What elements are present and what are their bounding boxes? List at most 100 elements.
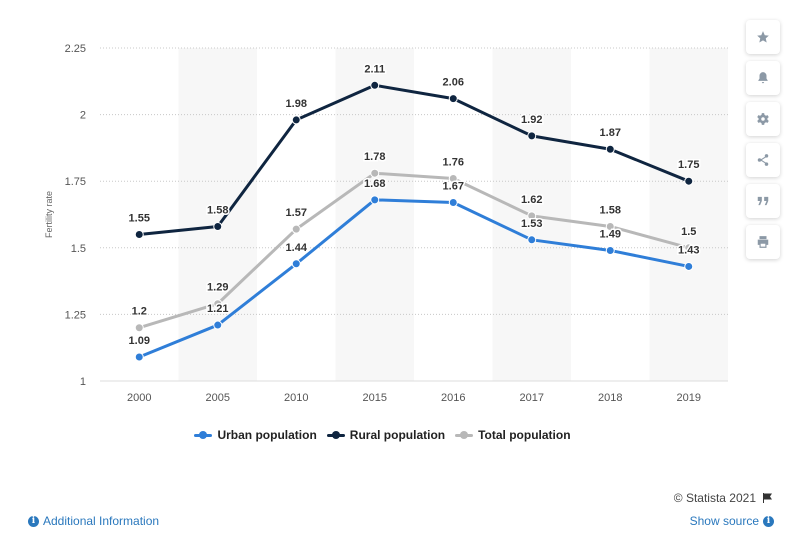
legend-swatch-rural (326, 430, 345, 439)
additional-information-label: Additional Information (43, 514, 160, 528)
data-label: 1.29 (207, 282, 228, 294)
data-point (213, 221, 223, 231)
series-line (139, 83, 690, 236)
data-label: 1.2 (132, 306, 147, 318)
show-source-label: Show source (689, 514, 759, 528)
data-point (134, 352, 144, 362)
y-tick-label: 1 (80, 376, 86, 388)
y-tick-label: 2.25 (65, 43, 86, 55)
data-label: 1.53 (521, 218, 542, 230)
data-point (134, 323, 144, 333)
data-point (448, 94, 458, 104)
series-line (138, 198, 690, 359)
data-label: 1.62 (521, 194, 542, 206)
x-tick-label: 2018 (598, 392, 622, 404)
data-label: 1.55 (129, 212, 150, 224)
data-label: 1.44 (286, 242, 308, 254)
x-tick-label: 2005 (206, 392, 230, 404)
data-point (213, 299, 223, 309)
data-label: 1.92 (521, 114, 542, 126)
data-point (684, 261, 694, 271)
print-button[interactable] (746, 225, 780, 259)
settings-button[interactable] (746, 102, 780, 136)
data-point (448, 174, 458, 184)
chart-toolbar (746, 20, 780, 259)
share-button[interactable] (746, 143, 780, 177)
legend-label-total: Total population (478, 428, 571, 442)
data-label: 1.49 (600, 228, 621, 240)
data-label: 1.67 (443, 181, 464, 193)
y-tick-label: 1.5 (71, 243, 86, 255)
legend: Urban population Rural population Total … (0, 428, 765, 442)
data-label: 1.68 (364, 178, 385, 190)
legend-item-total[interactable]: Total population (455, 428, 571, 442)
data-point (605, 221, 615, 231)
data-point (605, 144, 615, 154)
data-label: 1.87 (600, 127, 621, 139)
data-point (291, 115, 301, 125)
credit-text: © Statista 2021 (673, 491, 756, 505)
data-label: 1.5 (681, 226, 696, 238)
data-point (213, 320, 223, 330)
data-point (527, 131, 537, 141)
quote-icon (757, 196, 769, 206)
x-tick-label: 2000 (127, 392, 151, 404)
data-label: 1.78 (364, 151, 385, 163)
gear-icon (757, 113, 769, 125)
y-tick-label: 1.25 (65, 309, 86, 321)
x-tick-label: 2010 (284, 392, 308, 404)
legend-swatch-urban (194, 430, 213, 439)
additional-information-link[interactable]: i Additional Information (28, 514, 159, 528)
statista-credit[interactable]: © Statista 2021 (674, 491, 774, 505)
data-point (291, 259, 301, 269)
data-point (527, 235, 537, 245)
legend-label-urban: Urban population (217, 428, 317, 442)
info-icon: i (763, 515, 774, 527)
x-tick-label: 2016 (441, 392, 465, 404)
data-point (527, 211, 537, 221)
x-tick-label: 2015 (363, 392, 387, 404)
data-label: 2.11 (364, 63, 385, 75)
share-icon (757, 154, 769, 166)
data-label: 1.58 (600, 204, 621, 216)
data-label: 1.09 (129, 335, 150, 347)
cite-button[interactable] (746, 184, 780, 218)
data-point (684, 176, 694, 186)
data-point (370, 80, 380, 90)
data-label: 1.43 (678, 244, 699, 256)
favorite-button[interactable] (746, 20, 780, 54)
data-label: 2.06 (443, 77, 464, 89)
legend-label-rural: Rural population (349, 428, 446, 442)
data-label: 1.21 (207, 303, 228, 315)
x-tick-label: 2019 (677, 392, 701, 404)
legend-swatch-total (455, 430, 474, 439)
y-tick-label: 2 (80, 110, 86, 122)
data-point (448, 198, 458, 208)
bell-icon (758, 72, 768, 84)
data-label: 1.98 (286, 98, 307, 110)
notification-button[interactable] (746, 61, 780, 95)
series-line (138, 171, 690, 330)
data-point (291, 224, 301, 234)
x-tick-label: 2017 (520, 392, 544, 404)
legend-item-urban[interactable]: Urban population (194, 428, 317, 442)
data-label: 1.76 (443, 157, 464, 169)
data-point (684, 243, 694, 253)
column-band (649, 48, 728, 381)
data-point (370, 168, 380, 178)
flag-icon (763, 493, 772, 503)
show-source-link[interactable]: Show source i (690, 514, 774, 528)
star-icon (757, 31, 769, 43)
column-band (335, 48, 414, 381)
data-point (370, 195, 380, 205)
legend-item-rural[interactable]: Rural population (326, 428, 446, 442)
data-label: 1.58 (207, 204, 228, 216)
info-icon: i (28, 515, 39, 527)
y-axis-label: Fertility rate (44, 191, 54, 238)
data-point (134, 229, 144, 239)
y-tick-label: 1.75 (65, 176, 86, 188)
data-point (605, 245, 615, 255)
data-label: 1.57 (286, 207, 307, 219)
